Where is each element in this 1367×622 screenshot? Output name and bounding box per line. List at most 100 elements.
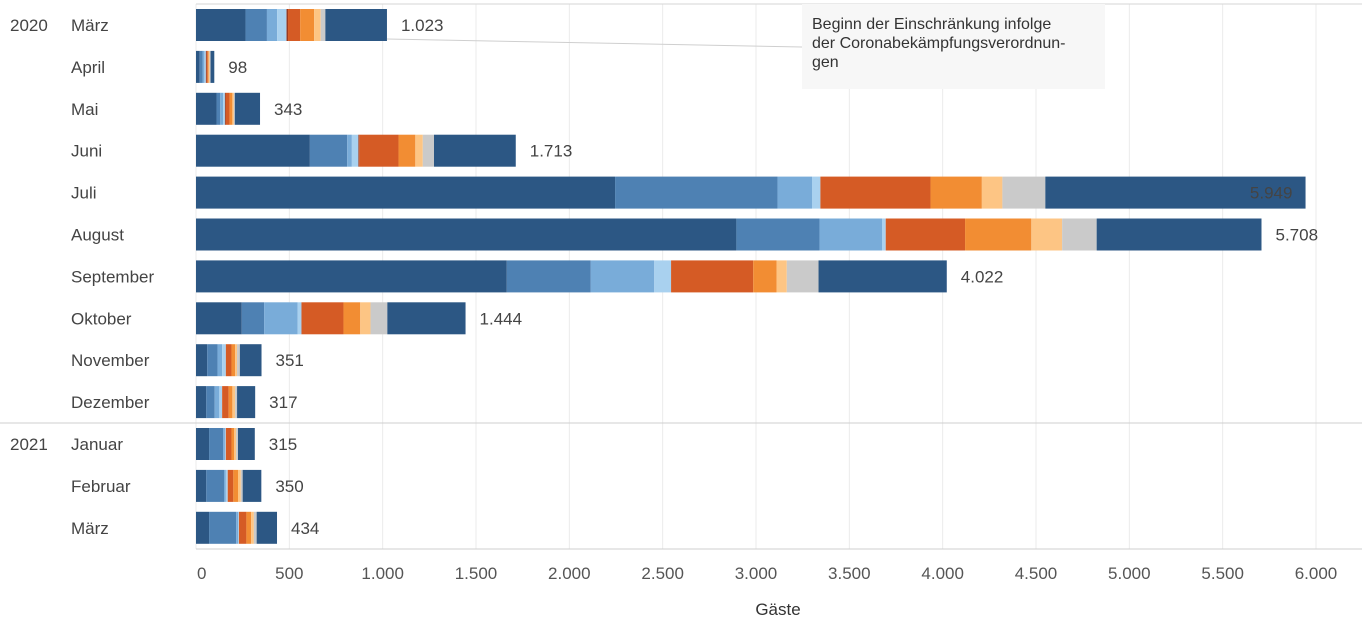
bar-segment-r4-s9 — [1045, 176, 1306, 209]
bar-segment-r12-s2 — [236, 511, 238, 544]
bar-segment-r10-s5 — [225, 428, 232, 460]
month-label-12: März — [71, 519, 109, 538]
bar-segment-r3-s5 — [359, 134, 399, 167]
bar-segment-r4-s6 — [930, 176, 982, 209]
bar-segment-r6-s2 — [590, 260, 655, 293]
x-tick-label-6: 3.000 — [735, 564, 778, 583]
month-label-3: Juni — [71, 142, 102, 161]
bar-segment-r8-s0 — [196, 344, 208, 377]
bar-segment-r12-s6 — [246, 511, 252, 544]
bar-segment-r9-s9 — [237, 386, 256, 419]
bar-segment-r2-s8 — [233, 92, 235, 125]
total-label-5: 5.708 — [1275, 226, 1318, 245]
bar-segment-r0-s0 — [196, 9, 246, 41]
x-tick-label-3: 1.500 — [455, 564, 498, 583]
bar-segment-r12-s7 — [251, 511, 254, 544]
annotation-line-2: der Coronabekämpfungsverordnun- — [812, 35, 1066, 52]
x-tick-label-12: 6.000 — [1295, 564, 1338, 583]
bar-segment-r8-s9 — [239, 344, 262, 377]
bar-segment-r2-s7 — [232, 92, 234, 125]
bar-segment-r7-s7 — [360, 302, 371, 335]
bar-segment-r1-s1 — [199, 50, 203, 83]
bar-segment-r5-s3 — [882, 218, 886, 251]
bar-segment-r5-s2 — [819, 218, 882, 251]
bar-segment-r1-s7 — [208, 50, 210, 83]
bar-segment-r9-s0 — [196, 386, 207, 419]
bar-segment-r0-s3 — [277, 9, 287, 41]
bar-segment-r2-s3 — [223, 92, 225, 125]
bar-segment-r6-s0 — [196, 260, 507, 293]
month-label-0: März — [71, 16, 109, 35]
bar-segment-r10-s6 — [231, 428, 235, 460]
bar-segment-r12-s0 — [196, 511, 210, 544]
annotation-box: Beginn der Einschränkung infolge der Cor… — [802, 4, 1105, 89]
bar-segment-r0-s4 — [286, 9, 289, 41]
bar-segment-r12-s3 — [238, 511, 239, 544]
bar-segment-r8-s7 — [235, 344, 238, 377]
bar-segment-r9-s1 — [206, 386, 215, 419]
bar-segment-r5-s7 — [1031, 218, 1063, 251]
month-label-9: Dezember — [71, 393, 150, 412]
bar-segment-r1-s6 — [207, 50, 209, 83]
total-label-11: 350 — [275, 477, 303, 496]
bar-segment-r7-s8 — [370, 302, 388, 335]
bar-segment-r6-s3 — [654, 260, 672, 293]
bar-segment-r7-s9 — [387, 302, 466, 335]
bar-segment-r3-s9 — [434, 134, 516, 167]
bar-segment-r4-s5 — [820, 176, 931, 209]
bar-segment-r0-s9 — [325, 9, 387, 41]
bar-segment-r9-s2 — [214, 386, 220, 419]
bar-segment-r4-s0 — [196, 176, 616, 209]
bar-segment-r3-s2 — [347, 134, 352, 167]
bar-segment-r7-s6 — [343, 302, 361, 335]
bar-segment-r8-s8 — [237, 344, 240, 377]
bar-segment-r10-s7 — [234, 428, 237, 460]
bar-segment-r7-s2 — [264, 302, 298, 335]
bar-segment-r1-s5 — [206, 50, 208, 83]
bar-segment-r6-s9 — [818, 260, 947, 293]
bar-segment-r2-s6 — [229, 92, 233, 125]
month-label-2: Mai — [71, 100, 98, 119]
bar-segment-r1-s0 — [196, 50, 200, 83]
bar-segment-r0-s8 — [320, 9, 326, 41]
total-label-0: 1.023 — [401, 16, 444, 35]
total-label-1: 98 — [228, 58, 247, 77]
total-label-9: 317 — [269, 393, 297, 412]
bar-segment-r1-s4 — [205, 50, 207, 83]
bar-segment-r1-s8 — [209, 50, 211, 83]
bar-segment-r6-s8 — [786, 260, 819, 293]
bar-segment-r3-s8 — [422, 134, 434, 167]
bar-segment-r12-s8 — [253, 511, 257, 544]
bar-segment-r3-s3 — [351, 134, 359, 167]
bar-segment-r5-s8 — [1062, 218, 1097, 251]
x-tick-label-11: 5.500 — [1201, 564, 1244, 583]
year-label-0: 2020 — [10, 16, 48, 35]
bar-segment-r8-s1 — [207, 344, 218, 377]
x-tick-label-8: 4.000 — [921, 564, 964, 583]
bar-segment-r12-s9 — [256, 511, 278, 544]
bar-segment-r3-s6 — [398, 134, 416, 167]
bar-segment-r11-s5 — [227, 469, 234, 502]
bar-segment-r10-s2 — [223, 428, 225, 460]
x-tick-label-1: 500 — [275, 564, 303, 583]
bar-segment-r2-s2 — [220, 92, 224, 125]
bar-segment-r1-s2 — [202, 50, 205, 83]
month-label-1: April — [71, 58, 105, 77]
bar-segment-r2-s4 — [224, 92, 226, 125]
month-label-11: Februar — [71, 477, 131, 496]
month-label-10: Januar — [71, 435, 123, 454]
x-tick-label-4: 2.000 — [548, 564, 591, 583]
annotation-line-3: gen — [812, 54, 839, 71]
bar-segment-r9-s3 — [219, 386, 223, 419]
bar-segment-r7-s5 — [301, 302, 344, 335]
total-label-3: 1.713 — [530, 142, 573, 161]
x-tick-label-0: 0 — [197, 564, 206, 583]
bar-segment-r12-s5 — [238, 511, 247, 544]
x-axis-title: Gäste — [755, 600, 800, 619]
bar-segment-r7-s0 — [196, 302, 242, 335]
bar-segment-r8-s6 — [231, 344, 236, 377]
bar-segment-r10-s9 — [238, 428, 255, 460]
bar-segment-r11-s7 — [238, 469, 241, 502]
x-tick-label-9: 4.500 — [1015, 564, 1058, 583]
